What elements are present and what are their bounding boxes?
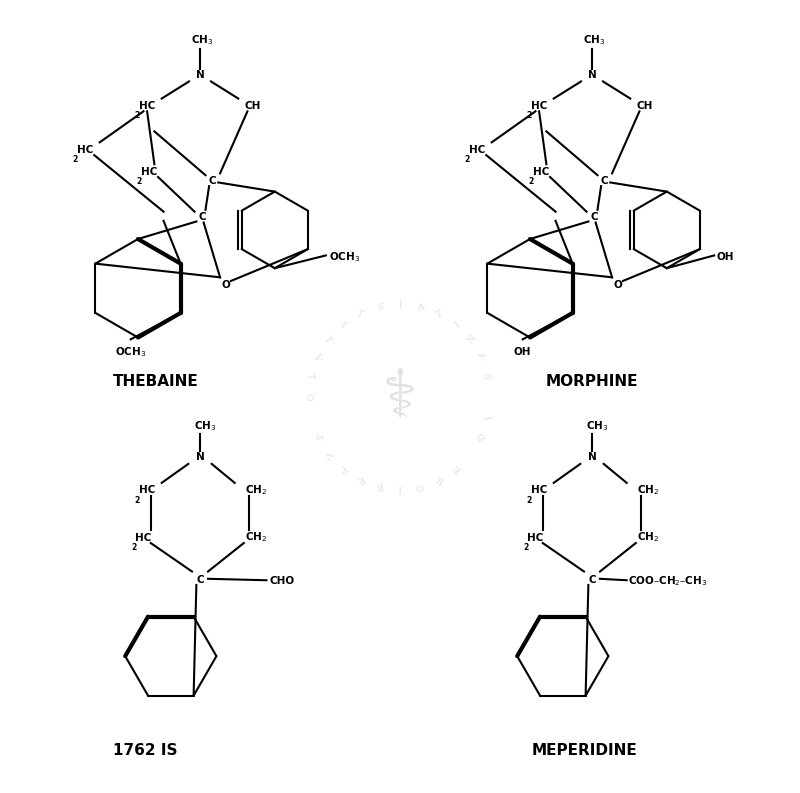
Text: C: C [588, 574, 596, 584]
Text: C: C [209, 175, 217, 186]
Text: HC: HC [139, 101, 155, 111]
Text: HC: HC [469, 144, 486, 155]
Text: CH$_2$: CH$_2$ [246, 531, 268, 545]
Text: N: N [466, 334, 478, 346]
Text: CH$_2$: CH$_2$ [246, 483, 268, 497]
Text: O: O [416, 481, 425, 491]
Text: V: V [322, 448, 334, 458]
Text: HC: HC [141, 167, 157, 177]
Text: R: R [375, 481, 384, 491]
Text: V: V [312, 352, 322, 362]
Text: R: R [435, 473, 445, 485]
Text: HC: HC [531, 485, 547, 495]
Text: OH: OH [716, 252, 734, 262]
Text: CH$_3$: CH$_3$ [586, 419, 609, 433]
Text: HC: HC [139, 485, 155, 495]
Text: OCH$_3$: OCH$_3$ [330, 251, 361, 264]
Text: C: C [601, 175, 609, 186]
Text: T: T [435, 309, 445, 320]
Text: O: O [221, 280, 230, 289]
Text: I: I [485, 414, 494, 419]
Text: 2: 2 [526, 111, 532, 121]
Text: T: T [306, 372, 315, 380]
Text: I: I [398, 483, 402, 492]
Text: I: I [338, 320, 347, 330]
Text: CH$_2$: CH$_2$ [638, 531, 660, 545]
Text: OCH$_3$: OCH$_3$ [115, 345, 146, 359]
Text: 2: 2 [529, 177, 534, 186]
Text: P: P [338, 462, 348, 473]
Text: A: A [478, 352, 488, 362]
Text: S: S [485, 372, 494, 380]
Text: 2: 2 [134, 496, 140, 504]
Text: CH$_3$: CH$_3$ [582, 33, 605, 47]
Text: N: N [588, 70, 596, 80]
Text: ⚕: ⚕ [382, 365, 418, 431]
Text: O: O [613, 280, 622, 289]
Text: 2: 2 [465, 155, 470, 164]
Text: D: D [478, 431, 489, 441]
Text: OH: OH [514, 347, 531, 357]
Text: CH: CH [245, 101, 261, 111]
Text: CH$_3$: CH$_3$ [190, 33, 213, 47]
Text: HC: HC [527, 533, 544, 542]
Text: 2: 2 [137, 177, 142, 186]
Text: T: T [355, 309, 365, 320]
Text: MEPERIDINE: MEPERIDINE [532, 744, 638, 758]
Text: T: T [322, 335, 334, 345]
Text: 2: 2 [134, 111, 140, 121]
Text: N: N [196, 452, 204, 462]
Text: C: C [590, 212, 598, 222]
Text: N: N [588, 452, 596, 462]
Text: S: S [375, 302, 383, 312]
Text: 2: 2 [73, 155, 78, 164]
Text: HC: HC [533, 167, 549, 177]
Text: 2: 2 [131, 543, 136, 552]
Text: CHO: CHO [270, 577, 294, 586]
Text: HC: HC [77, 144, 94, 155]
Text: 1762 IS: 1762 IS [113, 744, 178, 758]
Text: O: O [303, 393, 313, 400]
Text: 2: 2 [523, 543, 528, 552]
Text: A: A [416, 302, 425, 312]
Text: I: I [453, 320, 462, 330]
Text: CH$_2$: CH$_2$ [638, 483, 660, 497]
Text: E: E [355, 473, 365, 485]
Text: E: E [452, 462, 462, 473]
Text: MORPHINE: MORPHINE [546, 374, 638, 389]
Text: N: N [196, 70, 204, 80]
Text: C: C [198, 212, 206, 222]
Text: CH$_3$: CH$_3$ [194, 419, 217, 433]
Text: COO–CH$_2$–CH$_3$: COO–CH$_2$–CH$_3$ [629, 574, 708, 588]
Text: THEBAINE: THEBAINE [114, 374, 199, 389]
Text: I: I [398, 301, 402, 310]
Text: CH: CH [637, 101, 653, 111]
Text: HC: HC [135, 533, 152, 542]
Text: 2: 2 [526, 496, 532, 504]
Text: C: C [196, 574, 204, 584]
Text: HC: HC [531, 101, 547, 111]
Text: S: S [312, 431, 322, 441]
